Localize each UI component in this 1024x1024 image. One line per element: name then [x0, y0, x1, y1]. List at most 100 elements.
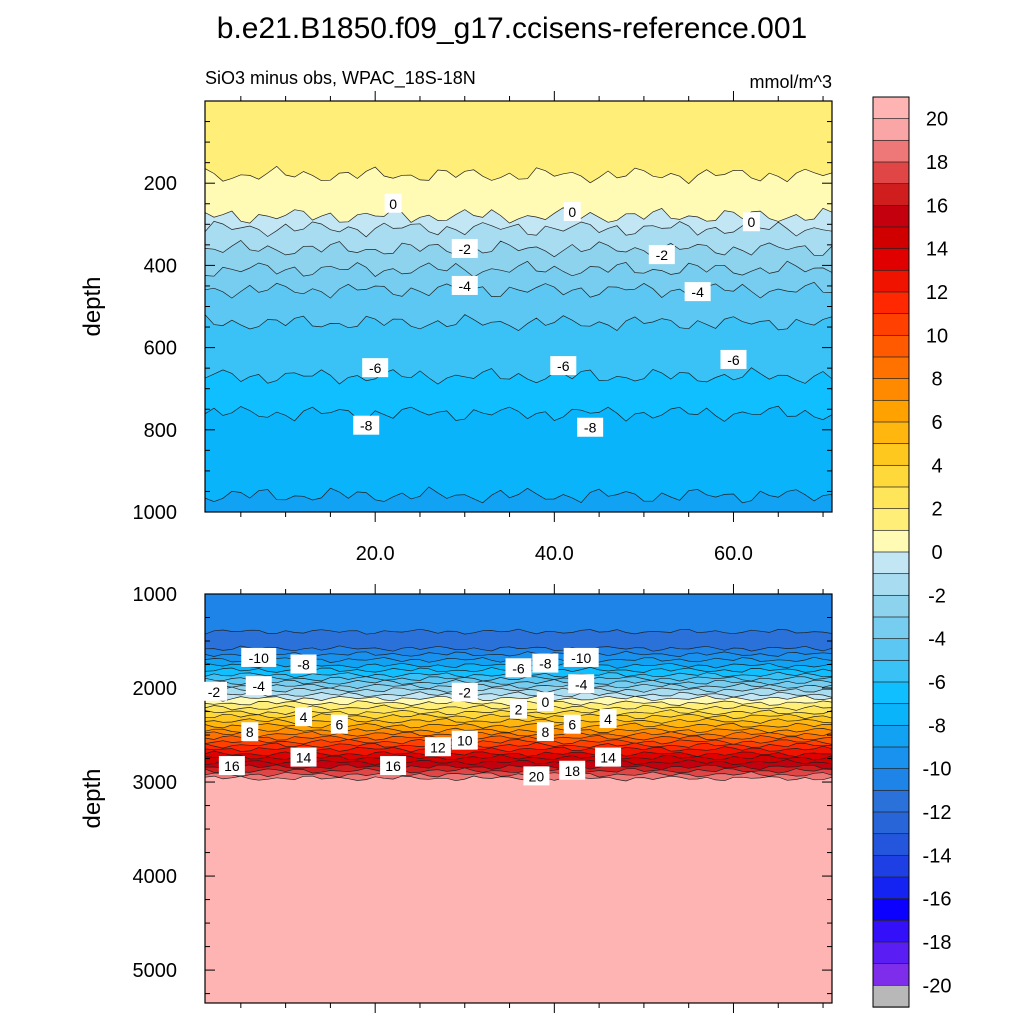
y-axis-title: depth	[79, 276, 106, 336]
colorbar-label: 16	[926, 195, 948, 217]
colorbar-swatch	[872, 703, 910, 726]
contour-label-text: 14	[296, 750, 312, 766]
colorbar-label: 10	[926, 325, 948, 347]
contour-label-text: 6	[335, 717, 343, 733]
contour-label-box	[353, 415, 380, 435]
contour-label-text: -10	[249, 650, 269, 666]
contour-fill-group	[205, 594, 832, 1003]
contour-label-text: 2	[515, 702, 523, 718]
colorbar-label: -8	[928, 715, 946, 737]
contour-label: -6	[505, 658, 532, 678]
y-tick-label: 3000	[133, 772, 178, 794]
colorbar-swatch	[872, 919, 910, 943]
contour-label: 8	[536, 722, 554, 742]
contour-label-text: -8	[360, 418, 373, 434]
colorbar-swatch	[872, 854, 910, 878]
contour-label-text: -6	[727, 352, 740, 368]
colorbar-swatch	[872, 204, 910, 228]
contour-label: -4	[568, 674, 595, 694]
contour-label: -2	[451, 682, 478, 702]
contour-label-box	[720, 349, 747, 369]
colorbar-swatch	[872, 768, 910, 791]
contour-label: -8	[290, 654, 317, 674]
contour-label-box	[550, 356, 577, 376]
contour-label: 0	[536, 692, 554, 712]
contour-label-text: 14	[600, 750, 616, 766]
contour-label-box	[742, 212, 760, 232]
contour-label-text: 8	[246, 724, 254, 740]
colorbar-swatch	[872, 161, 910, 185]
contour-label: 20	[523, 766, 550, 786]
contour-label-text: -4	[253, 678, 266, 694]
contour-label-box	[241, 647, 277, 667]
colorbar-label: 0	[931, 542, 942, 564]
colorbar-label: 18	[926, 152, 948, 174]
colorbar-swatch	[872, 573, 910, 596]
contour-label-box	[362, 358, 389, 378]
colorbar-swatch	[872, 464, 910, 488]
colorbar-swatch	[872, 399, 910, 423]
colorbar-label: -18	[923, 932, 952, 954]
contour-label-text: 16	[224, 758, 240, 774]
contour-label-text: 0	[568, 204, 576, 220]
contour-label-text: -10	[571, 650, 591, 666]
contour-label-box	[577, 417, 604, 437]
contour-label: -8	[353, 415, 380, 435]
colorbar-label: -2	[928, 585, 946, 607]
y-tick-label: 600	[144, 338, 177, 360]
contour-label: 14	[595, 747, 622, 767]
contour-label: 16	[380, 756, 407, 776]
colorbar-swatch	[872, 248, 910, 271]
colorbar-swatch	[872, 96, 910, 120]
colorbar: 20181614121086420-2-4-6-8-10-12-14-16-18…	[872, 96, 952, 1008]
contour-label-box	[563, 647, 599, 667]
contour-label-box	[510, 699, 527, 719]
contour-label: 6	[563, 714, 581, 734]
contour-label-text: 0	[747, 214, 755, 230]
chart-subtitle: SiO3 minus obs, WPAC_18S-18N	[205, 68, 476, 89]
contour-label-box	[424, 737, 451, 757]
contour-label-text: 20	[529, 768, 545, 784]
contour-label-text: 8	[541, 724, 549, 740]
colorbar-swatch	[872, 941, 910, 965]
contour-label: 16	[218, 756, 245, 776]
colorbar-swatch	[872, 313, 910, 336]
y-tick-label: 1000	[133, 502, 178, 524]
contour-label-text: -2	[656, 247, 669, 263]
colorbar-swatch	[872, 226, 910, 250]
colorbar-swatch	[872, 356, 910, 380]
upper-panel: 200 400 600 800 1000 20.0 40.0 60.0 depth 0 0 0 -2 -2…	[79, 91, 833, 565]
contour-label: 0	[563, 201, 581, 221]
contour-label: 14	[290, 747, 317, 767]
contour-label: -2	[200, 681, 227, 701]
contour-label: -10	[563, 647, 599, 667]
contour-label-box	[380, 756, 407, 776]
contour-label-box	[536, 722, 554, 742]
contour-label-box	[200, 681, 227, 701]
contour-label-text: 16	[385, 758, 401, 774]
colorbar-label: -6	[928, 672, 946, 694]
contour-label: -4	[684, 282, 711, 302]
contour-label-text: -2	[459, 685, 472, 701]
contour-label-box	[563, 714, 581, 734]
contour-label-text: 6	[568, 717, 576, 733]
contour-label-text: 12	[430, 739, 446, 755]
contour-label-box	[290, 654, 317, 674]
contour-label-box	[648, 245, 675, 265]
contour-label-text: 0	[541, 694, 549, 710]
y-axis-title: depth	[79, 768, 106, 828]
contour-label: -6	[720, 349, 747, 369]
contour-band	[205, 486, 832, 512]
chart-title: b.e21.B1850.f09_g17.ccisens-reference.00…	[217, 12, 807, 45]
contour-label-box	[599, 709, 617, 729]
colorbar-swatch	[872, 269, 910, 293]
contour-label-box	[451, 730, 478, 750]
contour-label: -8	[532, 653, 559, 673]
contour-label-box	[451, 275, 478, 295]
y-tick-label: 200	[144, 173, 177, 195]
colorbar-swatch	[872, 746, 910, 770]
contour-label-box	[568, 674, 595, 694]
colorbar-swatch	[872, 963, 910, 986]
colorbar-label: -14	[923, 845, 952, 867]
colorbar-swatch	[872, 681, 910, 705]
